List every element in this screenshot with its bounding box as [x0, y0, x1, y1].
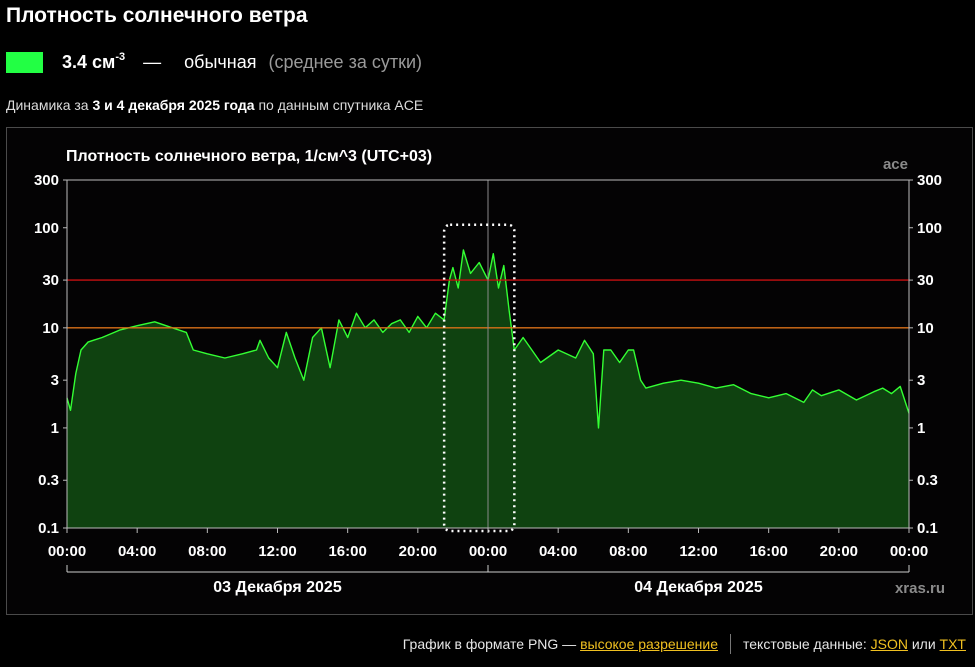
x-tick-label: 12:00 [679, 543, 717, 560]
x-tick-label: 00:00 [890, 543, 928, 560]
txt-link[interactable]: TXT [939, 636, 966, 652]
x-tick-label: 16:00 [749, 543, 787, 560]
dynamics-dates: 3 и 4 декабря 2025 года [92, 97, 255, 113]
y-tick-label-right: 3 [917, 372, 925, 389]
current-value-row: 3.4 см-3 — обычная (среднее за сутки) [6, 50, 422, 74]
y-tick-label-left: 100 [34, 220, 59, 237]
chart-watermark: xras.ru [895, 580, 945, 597]
level-label: обычная [184, 51, 257, 72]
high-resolution-link[interactable]: высокое разрешение [580, 636, 719, 652]
x-tick-label: 20:00 [820, 543, 858, 560]
dynamics-suffix: по данным спутника ACE [258, 97, 424, 113]
separator-dash: — [143, 51, 162, 72]
y-tick-label-right: 300 [917, 172, 942, 189]
y-tick-label-left: 30 [42, 272, 59, 289]
y-tick-label-left: 1 [51, 420, 59, 437]
x-tick-label: 04:00 [118, 543, 156, 560]
footer: График в формате PNG — высокое разрешени… [403, 634, 966, 654]
y-tick-label-left: 0.1 [38, 520, 59, 537]
current-value-number: 3.4 см [62, 52, 116, 72]
chart-panel: Плотность солнечного ветра, 1/см^3 (UTC+… [6, 127, 973, 615]
text-data-label: текстовые данные: [743, 636, 867, 652]
y-tick-label-right: 100 [917, 220, 942, 237]
y-tick-label-left: 3 [51, 372, 59, 389]
x-tick-label: 00:00 [48, 543, 86, 560]
x-tick-label: 00:00 [469, 543, 507, 560]
x-tick-label: 16:00 [328, 543, 366, 560]
y-tick-label-right: 0.3 [917, 472, 938, 489]
chart-source-label: ace [883, 156, 908, 173]
x-tick-label: 20:00 [399, 543, 437, 560]
x-tick-label: 08:00 [188, 543, 226, 560]
y-tick-label-left: 300 [34, 172, 59, 189]
average-note: (среднее за сутки) [268, 51, 423, 72]
y-tick-label-right: 10 [917, 320, 934, 337]
x-tick-label: 08:00 [609, 543, 647, 560]
level-color-swatch [6, 51, 43, 73]
day-label: 03 Декабря 2025 [213, 579, 342, 596]
density-line [66, 249, 910, 429]
or-text: или [911, 636, 936, 652]
day-label: 04 Декабря 2025 [634, 579, 763, 596]
chart-title: Плотность солнечного ветра, 1/см^3 (UTC+… [66, 148, 432, 165]
current-value: 3.4 см-3 [62, 51, 125, 73]
y-tick-label-right: 0.1 [917, 520, 938, 537]
x-tick-label: 12:00 [258, 543, 296, 560]
x-tick-label: 04:00 [539, 543, 577, 560]
unit-exponent: -3 [115, 51, 126, 63]
y-tick-label-right: 30 [917, 272, 934, 289]
y-tick-label-left: 10 [42, 320, 59, 337]
density-chart: Плотность солнечного ветра, 1/см^3 (UTC+… [34, 148, 945, 597]
y-tick-label-left: 0.3 [38, 472, 59, 489]
footer-divider [730, 634, 732, 654]
y-tick-label-right: 1 [917, 420, 925, 437]
png-format-text: График в формате PNG — [402, 636, 577, 652]
dynamics-prefix: Динамика за [6, 97, 89, 113]
json-link[interactable]: JSON [870, 636, 908, 652]
dynamics-caption: Динамика за 3 и 4 декабря 2025 года по д… [6, 97, 423, 113]
page-title: Плотность солнечного ветра [6, 4, 308, 27]
